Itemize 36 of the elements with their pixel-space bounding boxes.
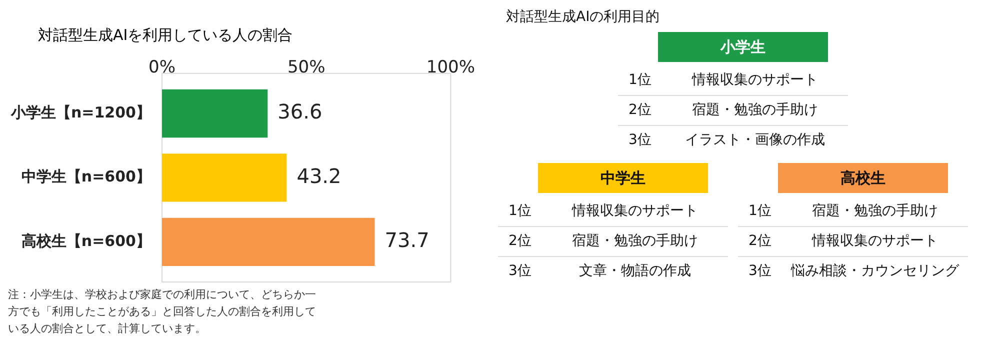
y-tick-label: 小学生【n=1200】	[10, 103, 151, 122]
bar	[162, 154, 287, 202]
category-label: 小学生	[658, 32, 828, 62]
text: 宿題・勉強の手助け	[692, 102, 818, 118]
category-label: 2位	[628, 102, 652, 118]
text: 注：小学生は、学校および家庭での利用について、どちらか一方でも「利用したことがある」と回答した人の割合を利用している人の割合として、計算しています。	[8, 287, 317, 337]
text: 宿題・勉強の手助け	[572, 233, 698, 249]
category-label: 3位	[628, 132, 652, 148]
category-label: 2位	[748, 233, 772, 249]
category-label: 3位	[508, 263, 532, 279]
text: 対話型生成AIの利用目的	[506, 8, 661, 26]
data-label: 73.7	[384, 228, 430, 252]
y-tick-label: 中学生【n=600】	[21, 168, 151, 186]
text: 情報収集のサポート	[812, 233, 938, 249]
x-tick-label: 0%	[148, 58, 176, 78]
y-tick-label: 高校生【n=600】	[21, 232, 151, 250]
category-label: 2位	[508, 233, 532, 249]
x-tick-label: 50%	[287, 58, 326, 78]
category-label: 1位	[748, 203, 772, 219]
data-label: 43.2	[296, 164, 342, 188]
bar	[162, 89, 268, 138]
text: 情報収集のサポート	[692, 72, 818, 88]
text: 悩み相談・カウンセリング	[791, 263, 959, 279]
category-label: 中学生	[538, 163, 708, 193]
data-label: 36.6	[278, 100, 322, 124]
category-label: 3位	[748, 263, 772, 279]
category-label: 1位	[628, 72, 652, 88]
text: 文章・物語の作成	[579, 263, 691, 279]
x-tick-label: 100%	[426, 58, 476, 78]
text: 情報収集のサポート	[572, 203, 698, 219]
category-label: 1位	[508, 203, 532, 219]
text: 宿題・勉強の手助け	[812, 203, 938, 219]
bar	[162, 218, 375, 266]
category-label: 高校生	[778, 163, 948, 193]
text: イラスト・画像の作成	[685, 132, 825, 148]
chart-title: 対話型生成AIを利用している人の割合	[38, 26, 294, 45]
